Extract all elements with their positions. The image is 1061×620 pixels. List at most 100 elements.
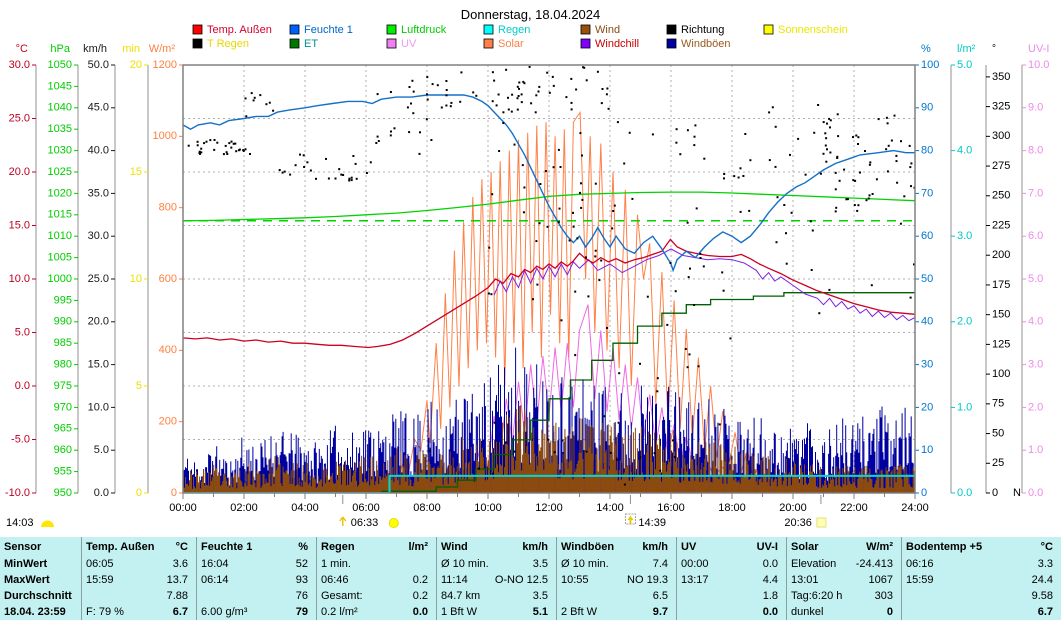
svg-text:%: % [921,43,931,55]
series-windchill [493,248,915,322]
svg-text:15.0: 15.0 [88,359,109,371]
svg-text:30.0: 30.0 [9,59,30,71]
svg-text:Richtung: Richtung [681,24,724,36]
svg-text:990: 990 [54,316,72,328]
svg-text:15.0: 15.0 [9,219,30,231]
axis-min: 0 5 10 15 20 min [122,43,149,499]
svg-text:950: 950 [54,487,72,499]
legend-item: ET [289,38,318,50]
svg-text:20: 20 [130,59,142,71]
axis-: 0 N 25 50 75 100 125 150 175 200 225 250 275 300 325 35… [985,44,1021,499]
svg-text:°C: °C [16,43,28,55]
svg-text:80: 80 [921,145,933,157]
table-header-cell: Wind km/h [441,541,548,553]
svg-text:4.0: 4.0 [957,145,972,157]
table-row-label: Durchschnitt [4,590,72,602]
svg-text:0: 0 [136,487,142,499]
svg-text:10.0: 10.0 [9,273,30,285]
table-cell: 2 Bft W 9.7 [561,606,668,618]
svg-text:70: 70 [921,187,933,199]
svg-text:40: 40 [921,316,933,328]
series-temp-au-en [183,238,915,349]
svg-text:1.0: 1.0 [957,401,972,413]
svg-text:Sonnenschein: Sonnenschein [778,24,848,36]
svg-text:06:33: 06:33 [351,517,379,529]
svg-text:5.0: 5.0 [15,326,30,338]
weather-day-chart[interactable]: Temp. Außen Feuchte 1 Luftdruck Regen Wind Ri… [0,0,1061,536]
table-row-label: MaxWert [4,574,50,586]
svg-text:14:03: 14:03 [6,517,34,529]
svg-text:250: 250 [992,190,1010,202]
legend-swatch [580,24,591,35]
axis-lm: 0.0 1.0 2.0 3.0 4.0 5.0 l/m² [950,43,976,499]
svg-text:3.0: 3.0 [1028,359,1043,371]
axis-kmh: 0.0 5.0 10.0 15.0 20.0 25.0 30.0 35.0 40.0 45.0 50… [83,43,116,499]
legend-swatch [580,38,591,49]
legend-swatch [483,24,494,35]
legend-item: T Regen [192,38,249,50]
half-sun-marker: 14:03 [6,517,54,529]
axis-: 0 10 20 30 40 50 60 70 80 90 100% [914,43,939,499]
table-cell: 16:04 52 [201,558,308,570]
svg-text:10: 10 [921,444,933,456]
svg-text:60: 60 [921,230,933,242]
table-header-cell: Sensor [4,541,42,553]
svg-text:985: 985 [54,337,72,349]
svg-text:50: 50 [921,273,933,285]
svg-text:00:00: 00:00 [169,502,197,514]
page-title: Donnerstag, 18.04.2024 [460,7,601,22]
svg-text:08:00: 08:00 [413,502,441,514]
svg-text:0.0: 0.0 [1028,487,1043,499]
table-cell: 6.7 [1037,606,1053,618]
svg-text:Windchill: Windchill [595,38,639,50]
table-cell: 76 [295,590,308,602]
table-column-windb-en: Windböen km/h Ø 10 min. 7.4 10:55 NO 19.3 6.5 2… [557,537,677,620]
table-cell: Tag:6:20 h 303 [791,590,893,602]
svg-text:Feuchte 1: Feuchte 1 [304,24,353,36]
svg-text:14:00: 14:00 [596,502,624,514]
marker-box-icon [624,513,636,525]
svg-text:UV-I: UV-I [1028,43,1049,55]
svg-text:5.0: 5.0 [957,59,972,71]
table-header-cell: Feuchte 1% [201,541,308,553]
svg-text:125: 125 [992,338,1010,350]
legend-item: Regen [483,24,530,36]
table-header-cell: Regen l/m² [321,541,428,553]
svg-text:0.0: 0.0 [957,487,972,499]
svg-text:1035: 1035 [48,123,72,135]
table-header-cell: UV UV-I [681,541,778,553]
table-cell: Gesamt: 0.2 [321,590,428,602]
svg-text:965: 965 [54,423,72,435]
svg-text:24:00: 24:00 [901,502,929,514]
svg-text:1040: 1040 [48,102,72,114]
table-cell: 6.00 g/m³ 79 [201,606,308,618]
svg-text:6.0: 6.0 [1028,230,1043,242]
legend-swatch [386,24,397,35]
legend-item: Luftdruck [386,24,447,36]
pale-sun-icon [816,517,827,528]
table-cell: 11:14 O-NO 12.5 [441,574,548,586]
table-header-cell: Solar W/m² [791,541,893,553]
legend-item: Feuchte 1 [289,24,353,36]
legend-swatch [483,38,494,49]
svg-text:960: 960 [54,444,72,456]
svg-text:1015: 1015 [48,209,72,221]
legend-swatch [192,38,203,49]
svg-text:8.0: 8.0 [1028,145,1043,157]
legend-item: Richtung [666,24,724,36]
table-column-feuchte-1: Feuchte 1% 16:04 52 06:14 93 76 6.00 g/m³ 79 [197,537,317,620]
svg-text:W/m²: W/m² [149,43,176,55]
svg-text:1020: 1020 [48,187,72,199]
stats-table: Sensor MinWert MaxWert Durchschnitt 18.04. 2… [0,537,1061,620]
svg-text:0: 0 [921,487,927,499]
axis-hPa: 950 955 960 965 970 975 980 985 990 995 1000 1005 10… [48,43,79,499]
svg-text:UV: UV [401,38,417,50]
svg-text:20:36: 20:36 [784,517,812,529]
table-cell: 06:14 93 [201,574,308,586]
svg-text:0.0: 0.0 [94,487,109,499]
legend-swatch [763,24,774,35]
table-cell: 10:55 NO 19.3 [561,574,668,586]
table-cell: 00:00 0.0 [681,558,778,570]
footer-markers: 14:03 06:33 14:39 20:36 [6,495,827,529]
legend-item: Wind [580,24,620,36]
